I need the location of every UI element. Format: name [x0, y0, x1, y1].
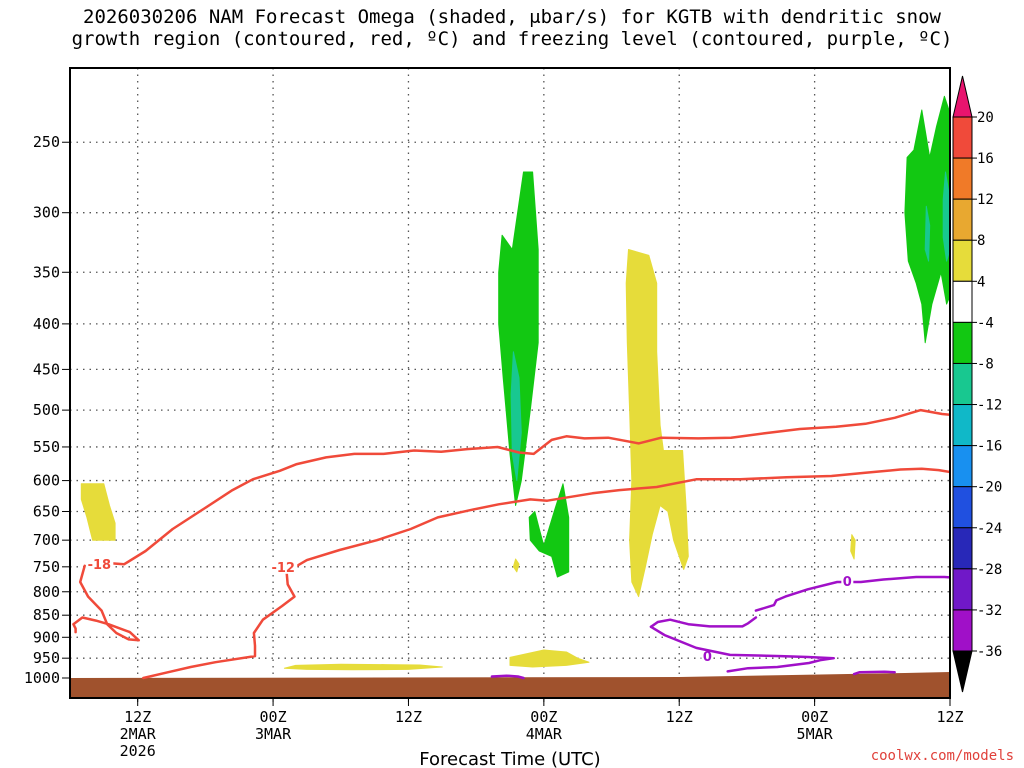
y-tick-label: 1000	[24, 669, 60, 687]
colorbar-box	[952, 280, 973, 323]
y-tick-label: 850	[33, 606, 60, 624]
omega-shaded-region	[510, 351, 522, 482]
x-tick-label: 12Z	[666, 708, 693, 726]
contour-label: -12	[271, 561, 295, 576]
contour-label: 0	[703, 650, 712, 665]
colorbar-label: -8	[977, 356, 994, 372]
y-tick-label: 350	[33, 263, 60, 281]
ground-layer	[70, 672, 950, 698]
colorbar-label: 8	[977, 233, 985, 249]
contour-label-bg	[269, 558, 298, 574]
contour-label-bg	[841, 572, 854, 588]
contour-line	[142, 467, 950, 680]
colorbar-bottom-arrow	[952, 650, 973, 693]
y-tick-label: 400	[33, 315, 60, 333]
colorbar-label: -28	[977, 562, 1002, 578]
x-tick-label: 00Z	[801, 708, 828, 726]
y-axis: 250 300 350 400 450 500 550 600 650 700 750 800 850 9…	[24, 133, 70, 687]
x-axis-label: Forecast Time (UTC)	[419, 749, 600, 768]
omega-shaded-region	[80, 483, 116, 541]
y-tick-label: 900	[33, 628, 60, 646]
omega-shaded-region	[850, 534, 856, 560]
contour-line	[490, 674, 525, 680]
x-tick-year-label: 2026	[120, 742, 156, 760]
x-tick-date-label: 5MAR	[797, 725, 834, 743]
colorbar-label: 12	[977, 192, 994, 208]
y-tick-label: 700	[33, 531, 60, 549]
y-tick-label: 300	[33, 204, 60, 222]
y-tick-label: 950	[33, 649, 60, 667]
colorbar-box	[952, 198, 973, 241]
colorbar-box	[952, 609, 973, 652]
colorbar-box	[952, 568, 973, 611]
colorbar: 20 16 12 8 4 -4 -8 -12 -16 -20 -24 -28 -32 -36	[952, 75, 1002, 693]
omega-shaded-region	[942, 171, 950, 262]
colorbar-box	[952, 527, 973, 570]
ground-surface	[70, 672, 950, 698]
y-tick-label: 550	[33, 438, 60, 456]
omega-shaded-region	[528, 483, 570, 578]
contour-line	[649, 625, 836, 673]
colorbar-label: 16	[977, 151, 994, 167]
colorbar-box	[952, 445, 973, 488]
chart-title: 2026030206 NAM Forecast Omega (shaded, μ…	[0, 6, 1024, 50]
colorbar-box	[952, 321, 973, 364]
colorbar-box	[952, 486, 973, 529]
colorbar-top-arrow	[952, 75, 973, 118]
y-tick-label: 650	[33, 503, 60, 521]
omega-shaded-region	[512, 558, 520, 573]
contour-line	[852, 670, 896, 676]
colorbar-box	[952, 116, 973, 159]
contour-label: 0	[843, 575, 852, 590]
omega-shaded-region	[924, 205, 931, 262]
contour-line	[988, 665, 1014, 672]
x-tick-label: 00Z	[260, 708, 287, 726]
x-tick-date-label: 2MAR	[120, 725, 157, 743]
title-line-2: growth region (contoured, red, ºC) and f…	[71, 28, 953, 50]
x-tick-label: 12Z	[395, 708, 422, 726]
y-tick-label: 600	[33, 472, 60, 490]
colorbar-box	[952, 157, 973, 200]
colorbar-label: 4	[977, 274, 985, 290]
contour-line	[754, 575, 950, 612]
colorbar-label: -20	[977, 480, 1002, 496]
omega-shaded-region	[283, 663, 443, 671]
credit-text: coolwx.com/models	[870, 748, 1014, 764]
colorbar-label: -32	[977, 603, 1002, 619]
colorbar-box	[952, 239, 973, 282]
x-tick-label: 12Z	[124, 708, 151, 726]
contour-label-bg	[85, 556, 114, 572]
x-tick-label: 12Z	[936, 708, 963, 726]
omega-shaded-region	[509, 649, 590, 668]
colorbar-label: -16	[977, 439, 1002, 455]
y-tick-label: 750	[33, 558, 60, 576]
colorbar-label: -36	[977, 644, 1002, 660]
y-tick-label: 250	[33, 133, 60, 151]
contour-line	[85, 408, 950, 566]
x-tick-date-label: 4MAR	[526, 725, 563, 743]
contour-label: -18	[88, 558, 112, 573]
colorbar-label: -12	[977, 398, 1002, 414]
colorbar-label: -24	[977, 521, 1002, 537]
contour-line	[649, 616, 758, 629]
colorbar-label: 20	[977, 110, 994, 126]
colorbar-box	[952, 362, 973, 406]
colorbar-box	[952, 404, 973, 447]
colorbar-label: -4	[977, 315, 994, 331]
x-tick-label: 00Z	[530, 708, 557, 726]
y-tick-label: 500	[33, 401, 60, 419]
plot-frame	[69, 67, 951, 699]
contour-layer: -18 -12 0 0	[72, 408, 1014, 680]
omega-shaded-region	[625, 249, 689, 598]
y-tick-label: 800	[33, 583, 60, 601]
x-tick-date-label: 3MAR	[255, 725, 292, 743]
contour-line	[72, 564, 141, 642]
title-line-1: 2026030206 NAM Forecast Omega (shaded, μ…	[83, 6, 941, 28]
y-tick-label: 450	[33, 360, 60, 378]
shaded-omega-layer	[80, 95, 950, 671]
